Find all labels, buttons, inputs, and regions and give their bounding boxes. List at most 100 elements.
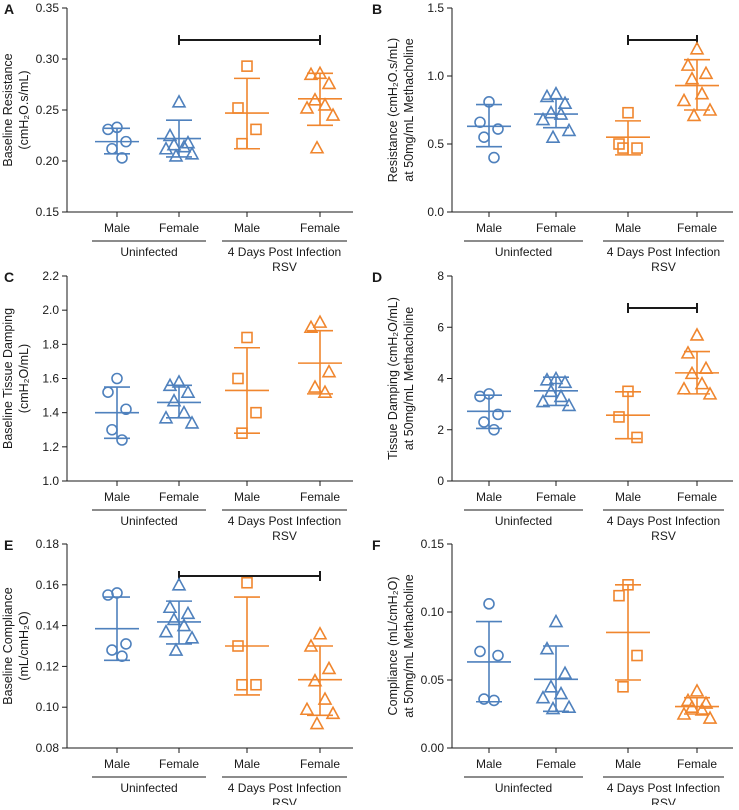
data-point-triangle	[702, 710, 718, 724]
y-tick-label: 0.35	[36, 1, 60, 15]
data-point-triangle	[557, 95, 573, 109]
y-tick-label: 0.5	[427, 137, 444, 151]
group-label: 4 Days Post Infection	[607, 514, 720, 528]
y-tick-label: 0.05	[421, 673, 445, 687]
group-label: Uninfected	[495, 514, 552, 528]
data-point-triangle	[325, 107, 341, 121]
data-point-triangle	[561, 699, 577, 714]
data-point-triangle	[702, 386, 718, 400]
category-label: Female	[300, 757, 340, 771]
y-axis-label: at 50mg/mL Methacholine	[402, 574, 416, 717]
series-uninfected-female	[157, 577, 201, 656]
data-point-triangle	[171, 577, 187, 591]
y-tick-label: 0.10	[36, 700, 60, 714]
y-tick-label: 1.2	[42, 440, 59, 454]
series-rsv-female	[298, 626, 342, 730]
y-tick-label: 0	[437, 474, 444, 488]
y-axis-label: (cmH₂O/mL)	[17, 344, 31, 413]
y-tick-label: 2.0	[42, 303, 59, 317]
data-point-triangle	[317, 691, 333, 705]
y-axis-label: Compliance (mL/cmH₂O)	[386, 577, 400, 716]
category-label: Male	[104, 221, 130, 235]
data-point-triangle	[684, 71, 700, 85]
y-axis-label: at 50mg/mL Methacholine	[402, 38, 416, 181]
panel-letter: C	[4, 269, 14, 285]
data-point-circle	[478, 416, 490, 428]
data-point-circle	[102, 123, 114, 136]
data-point-triangle	[539, 88, 555, 103]
category-label: Female	[300, 490, 340, 504]
data-point-circle	[474, 390, 486, 403]
data-point-circle	[102, 386, 114, 398]
panel-c: C 1.0 1.2 1.4 1.6 1.8 2.0 2.2 Baseline Tissue Da…	[1, 269, 353, 543]
data-point-triangle	[299, 100, 315, 114]
data-point-circle	[474, 116, 486, 129]
group-label: Uninfected	[495, 245, 552, 259]
group-label: Uninfected	[120, 781, 177, 795]
data-point-square	[236, 678, 248, 691]
data-point-circle	[116, 650, 128, 663]
series-rsv-male	[606, 106, 650, 156]
series-uninfected-male	[95, 121, 139, 164]
category-label: Male	[234, 757, 260, 771]
data-point-circle	[111, 372, 123, 385]
data-point-triangle	[166, 393, 182, 407]
data-point-triangle	[680, 692, 696, 707]
data-point-circle	[492, 123, 504, 135]
y-axis-label: (cmH₂O.s/mL)	[17, 70, 31, 149]
data-point-triangle	[321, 660, 337, 675]
category-label: Female	[536, 757, 576, 771]
data-point-triangle	[689, 41, 705, 55]
data-point-circle	[492, 649, 504, 662]
data-point-triangle	[321, 363, 337, 378]
data-point-triangle	[309, 715, 325, 730]
y-tick-label: 0.14	[36, 619, 60, 633]
y-tick-label: 2.2	[42, 269, 59, 283]
group-sublabel: RSV	[272, 529, 297, 543]
data-point-square	[241, 331, 253, 344]
data-point-triangle	[543, 383, 559, 398]
data-point-triangle	[307, 379, 323, 393]
data-point-triangle	[680, 57, 696, 71]
data-point-triangle	[166, 611, 182, 626]
data-point-triangle	[321, 75, 337, 90]
series-uninfected-female	[157, 374, 201, 429]
category-label: Male	[104, 490, 130, 504]
panel-a: A 0.15 0.20 0.25 0.30 0.35 Baseline Resistance…	[1, 1, 353, 274]
data-point-circle	[116, 152, 128, 164]
data-point-triangle	[702, 102, 718, 116]
data-point-square	[613, 138, 625, 150]
data-point-triangle	[180, 384, 196, 398]
y-tick-label: 4	[437, 372, 444, 386]
data-point-circle	[492, 408, 504, 421]
significance-bracket	[178, 571, 321, 581]
data-point-square	[617, 142, 629, 154]
y-tick-label: 0.20	[36, 154, 60, 168]
panel-letter: E	[4, 537, 13, 553]
data-point-square	[631, 142, 643, 154]
data-point-triangle	[317, 384, 333, 398]
data-point-triangle	[553, 388, 569, 403]
category-label: Female	[536, 221, 576, 235]
series-rsv-male	[225, 331, 269, 439]
group-label: Uninfected	[495, 781, 552, 795]
data-point-square	[631, 431, 643, 444]
series-rsv-female	[298, 65, 342, 154]
data-point-triangle	[694, 86, 710, 100]
category-label: Male	[476, 490, 502, 504]
data-point-triangle	[303, 66, 319, 81]
y-tick-label: 0.00	[421, 741, 445, 755]
group-sublabel: RSV	[272, 796, 297, 805]
y-tick-label: 0.15	[36, 205, 60, 219]
data-point-triangle	[539, 372, 555, 386]
group-label: 4 Days Post Infection	[607, 781, 720, 795]
data-point-circle	[106, 423, 118, 436]
group-label: 4 Days Post Infection	[228, 781, 341, 795]
data-point-triangle	[307, 673, 323, 687]
data-point-triangle	[312, 65, 328, 80]
category-label: Male	[476, 221, 502, 235]
data-point-triangle	[176, 139, 192, 153]
y-tick-label: 2	[437, 423, 444, 437]
panel-letter: A	[4, 1, 14, 17]
category-label: Female	[677, 221, 717, 235]
